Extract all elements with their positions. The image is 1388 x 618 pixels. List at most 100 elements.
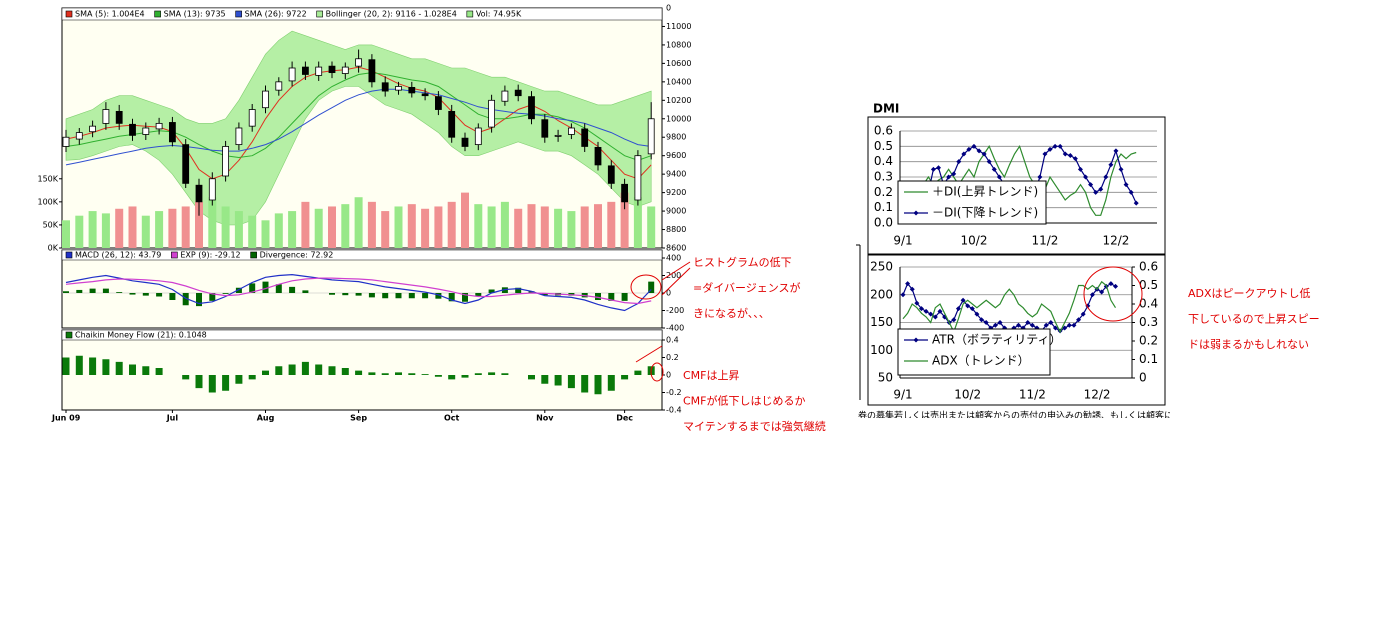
y-tick-label: 9800 (666, 133, 686, 142)
marker (966, 146, 972, 152)
divergence-bar (488, 289, 495, 293)
x-tick-label: Nov (536, 414, 554, 423)
marker (1103, 174, 1109, 180)
cmf-bar (315, 364, 323, 375)
marker (986, 159, 992, 165)
annotation: CMFが低下しはじめるか (683, 394, 806, 408)
cmf-bar (102, 359, 110, 375)
divergence-bar (395, 293, 402, 299)
cmf-bar (634, 370, 642, 375)
volume-bar (620, 192, 629, 248)
candle-body (301, 66, 309, 75)
marker (997, 320, 1003, 325)
y2-tick-label: 0.6 (1139, 260, 1158, 274)
y-tick-label: 0.4 (874, 154, 893, 168)
volume-bar (474, 204, 483, 248)
marker (981, 151, 987, 157)
cmf-bar (434, 375, 442, 377)
legend-swatch (65, 10, 73, 18)
candle-body (182, 144, 190, 184)
candle-body (315, 66, 323, 76)
y-tick-label: -0.2 (666, 388, 682, 397)
y-tick-label: 11000 (666, 22, 691, 31)
y-tick-label: 0.0 (874, 216, 893, 230)
y2-tick-label: 0.3 (1139, 315, 1158, 329)
marker (960, 297, 966, 303)
marker (918, 306, 924, 312)
volume-bar (367, 201, 376, 248)
candle-body (328, 65, 336, 74)
top-label: 0 (666, 4, 671, 13)
marker (969, 306, 975, 312)
volume-bar (633, 197, 642, 248)
cmf-bar (142, 366, 150, 375)
x-tick-label: 9/1 (893, 388, 912, 402)
marker (1113, 283, 1119, 289)
divergence-bar (462, 293, 468, 302)
marker (1108, 162, 1114, 168)
volume-bar (540, 206, 549, 248)
cmf-bar (461, 375, 469, 378)
x-tick-label: 12/2 (1102, 234, 1129, 248)
y2-tick-label: 0.2 (1139, 334, 1158, 348)
volume-bar (647, 206, 656, 248)
volume-bar (195, 201, 203, 248)
marker (961, 151, 967, 157)
marker (1113, 148, 1119, 154)
marker (991, 166, 997, 172)
marker (996, 174, 1002, 180)
candle-body (368, 59, 376, 83)
y-tick-label: 10800 (666, 40, 691, 49)
x-tick-label: Dec (616, 414, 633, 423)
divergence-bar (382, 293, 389, 299)
volume-bar (261, 220, 270, 248)
cmf-bar (328, 366, 336, 375)
y-tick-label: 0 (666, 371, 671, 380)
y2-tick-label: 0.5 (1139, 278, 1158, 292)
candle-body (248, 109, 256, 127)
candle-body (288, 67, 296, 82)
marker (1098, 186, 1104, 192)
legend-label: －DI(下降トレンド) (932, 206, 1038, 220)
volume-bar (314, 208, 323, 248)
y-tick-label: 150K (37, 174, 58, 183)
legend-label: MACD (26, 12): 43.79 (75, 251, 161, 260)
divergence-bar (289, 286, 296, 293)
annotation: ドは弱まるかもしれない (1188, 338, 1309, 351)
y2-tick-label: 0 (1139, 371, 1147, 385)
candle-body (408, 86, 416, 94)
divergence-bar (648, 281, 655, 293)
marker (1083, 174, 1089, 180)
cmf-bar (89, 357, 97, 375)
divergence-bar (448, 293, 455, 302)
divergence-bar (608, 293, 615, 301)
divergence-bar (541, 293, 548, 296)
divergence-bar (501, 287, 508, 293)
y2-tick-label: 0.1 (1139, 352, 1158, 366)
chart-title: DMI (873, 102, 899, 116)
annotation: CMFは上昇 (683, 369, 740, 382)
candle-body (474, 127, 482, 146)
legend-label: SMA (5): 1.004E4 (75, 10, 145, 19)
cmf-bar (607, 375, 615, 391)
marker (955, 306, 961, 312)
y-tick-label: 200 (666, 271, 681, 280)
volume-bar (168, 208, 177, 248)
marker (1062, 151, 1068, 157)
y-tick-label: 8600 (666, 244, 686, 253)
legend-label: SMA (26): 9722 (245, 10, 307, 19)
legend-swatch (154, 10, 161, 18)
marker (1076, 317, 1082, 323)
cmf-bar (195, 375, 203, 389)
volume-bar (527, 204, 536, 248)
y-tick-label: 250 (870, 260, 893, 274)
marker (1052, 143, 1058, 149)
x-tick-label: Sep (350, 414, 367, 423)
x-tick-label: Jun 09 (51, 414, 81, 423)
divergence-bar (63, 291, 69, 293)
marker (1062, 325, 1068, 331)
candle-body (448, 110, 456, 138)
volume-bar (394, 206, 403, 248)
candle-body (634, 155, 642, 201)
